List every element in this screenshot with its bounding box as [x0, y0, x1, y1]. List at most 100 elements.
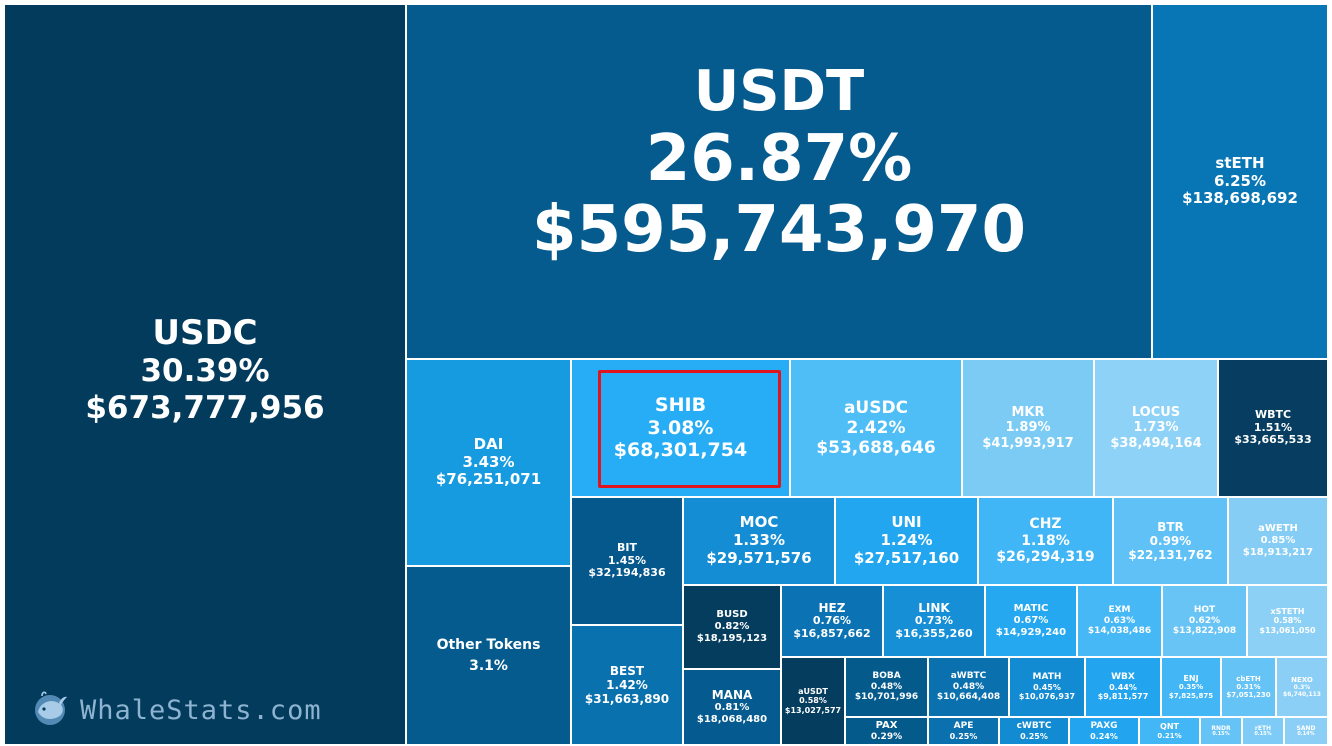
treemap-cell-boba: BOBA 0.48% $10,701,996 — [844, 656, 929, 718]
treemap-cell-xsteth: xSTETH 0.58% $13,061,050 — [1246, 584, 1329, 658]
cell-name-cbeth: cbETH — [1236, 674, 1261, 683]
treemap-cell-bit: BIT 1.45% $32,194,836 — [570, 496, 684, 626]
treemap-cell-pax: PAX 0.29% — [844, 716, 929, 746]
treemap-cell-locus: LOCUS 1.73% $38,494,164 — [1093, 358, 1219, 498]
cell-pct-best: 1.42% — [606, 677, 648, 692]
treemap-cell-reth: rETH 0.15% — [1241, 716, 1285, 746]
treemap-cell-hot: HOT 0.62% $13,822,908 — [1161, 584, 1248, 658]
cell-pct-dai: 3.43% — [462, 452, 515, 471]
cell-name-ausdc: aUSDC — [843, 397, 909, 418]
treemap-cell-qnt: QNT 0.21% — [1138, 716, 1201, 746]
treemap-cell-math: MATH 0.45% $10,076,937 — [1008, 656, 1086, 718]
cell-pct-boba: 0.48% — [870, 681, 903, 692]
cell-pct-cbeth: 0.31% — [1236, 682, 1261, 691]
cell-pct-link: 0.73% — [914, 614, 954, 628]
treemap-cell-aweth: aWETH 0.85% $18,913,217 — [1227, 496, 1329, 586]
cell-name-hez: HEZ — [818, 600, 846, 615]
cell-value-uni: $27,517,160 — [853, 548, 960, 567]
cell-pct-awbtc: 0.48% — [952, 681, 985, 692]
cell-name-locus: LOCUS — [1131, 405, 1181, 420]
treemap-cell-chz: CHZ 1.18% $26,294,319 — [977, 496, 1114, 586]
treemap-cell-moc: MOC 1.33% $29,571,576 — [682, 496, 836, 586]
cell-pct-uni: 1.24% — [880, 531, 933, 550]
cell-value-exm: $14,038,486 — [1087, 626, 1152, 637]
cell-pct-other-tokens: 3.1% — [469, 657, 508, 674]
treemap-cell-matic: MATIC 0.67% $14,929,240 — [984, 584, 1078, 658]
cell-name-btr: BTR — [1157, 519, 1184, 534]
cell-value-nexo: $6,740,113 — [1283, 691, 1321, 699]
cell-name-other-tokens: Other Tokens — [436, 637, 541, 654]
treemap-cell-shib: SHIB 3.08% $68,301,754 — [570, 358, 791, 498]
treemap-cell-rndr: RNDR 0.15% — [1199, 716, 1243, 746]
cell-name-matic: MATIC — [1013, 603, 1049, 615]
cell-name-wbtc: WBTC — [1254, 407, 1292, 421]
cell-name-xsteth: xSTETH — [1270, 606, 1305, 616]
cell-pct-mkr: 1.89% — [1005, 420, 1051, 436]
cell-name-moc: MOC — [739, 513, 779, 532]
cell-pct-exm: 0.63% — [1103, 615, 1136, 626]
cell-value-ausdt: $13,027,577 — [784, 705, 842, 715]
cell-name-aweth: aWETH — [1258, 523, 1298, 535]
cell-value-usdc: $673,777,956 — [85, 389, 325, 426]
cell-name-math: MATH — [1032, 672, 1062, 683]
cell-name-boba: BOBA — [872, 671, 901, 682]
treemap-cell-dai: DAI 3.43% $76,251,071 — [405, 358, 572, 567]
cell-pct-wbtc: 1.51% — [1253, 420, 1293, 434]
cell-name-steth: stETH — [1215, 153, 1265, 172]
cell-name-busd: BUSD — [716, 609, 748, 621]
cell-pct-sand: 0.14% — [1297, 730, 1315, 737]
cell-name-wbx: WBX — [1111, 672, 1135, 683]
cell-name-cwbtc: cWBTC — [1016, 720, 1052, 731]
treemap-cell-link: LINK 0.73% $16,355,260 — [882, 584, 986, 658]
treemap-cell-busd: BUSD 0.82% $18,195,123 — [682, 584, 782, 670]
cell-value-xsteth: $13,061,050 — [1259, 625, 1316, 635]
cell-pct-matic: 0.67% — [1013, 615, 1049, 627]
cell-value-shib: $68,301,754 — [613, 439, 748, 462]
cell-name-ausdt: aUSDT — [798, 686, 828, 696]
cell-name-nexo: NEXO — [1291, 675, 1313, 684]
treemap-cell-usdc: USDC 30.39% $673,777,956 — [3, 3, 407, 746]
cell-pct-moc: 1.33% — [732, 531, 786, 550]
cell-value-mkr: $41,993,917 — [982, 435, 1074, 451]
cell-pct-aweth: 0.85% — [1260, 535, 1296, 547]
cell-pct-btr: 0.99% — [1149, 533, 1192, 548]
treemap-cell-mkr: MKR 1.89% $41,993,917 — [961, 358, 1095, 498]
cell-name-qnt: QNT — [1160, 722, 1179, 732]
cell-value-bit: $32,194,836 — [588, 566, 666, 580]
cell-value-steth: $138,698,692 — [1182, 189, 1298, 208]
cell-pct-locus: 1.73% — [1133, 420, 1179, 436]
treemap-cell-best: BEST 1.42% $31,663,890 — [570, 624, 684, 746]
cell-value-hot: $13,822,908 — [1172, 626, 1237, 637]
treemap-cell-hez: HEZ 0.76% $16,857,662 — [780, 584, 884, 658]
cell-name-mana: MANA — [711, 688, 753, 703]
cell-pct-paxg: 0.24% — [1090, 731, 1118, 741]
cell-pct-rndr: 0.15% — [1212, 730, 1230, 737]
cell-name-link: LINK — [918, 600, 950, 615]
cell-pct-hez: 0.76% — [812, 614, 852, 628]
treemap-cell-btr: BTR 0.99% $22,131,762 — [1112, 496, 1229, 586]
cell-pct-chz: 1.18% — [1021, 532, 1070, 549]
cell-value-dai: $76,251,071 — [435, 470, 542, 489]
treemap-cell-awbtc: aWBTC 0.48% $10,664,408 — [927, 656, 1010, 718]
cell-name-awbtc: aWBTC — [950, 671, 987, 682]
treemap-cell-usdt: USDT 26.87% $595,743,970 — [405, 3, 1153, 360]
cell-name-enj: ENJ — [1183, 674, 1199, 684]
treemap-cell-other-tokens: Other Tokens 3.1% — [405, 565, 572, 746]
cell-name-paxg: PAXG — [1090, 720, 1118, 731]
cell-name-usdt: USDT — [693, 59, 865, 124]
treemap-cell-cwbtc: cWBTC 0.25% — [998, 716, 1070, 746]
treemap-cell-exm: EXM 0.63% $14,038,486 — [1076, 584, 1163, 658]
cell-name-ape: APE — [953, 720, 974, 731]
brand-name: WhaleStats.com — [80, 694, 322, 726]
cell-name-bit: BIT — [617, 540, 637, 554]
cell-pct-shib: 3.08% — [647, 416, 714, 439]
cell-value-ausdc: $53,688,646 — [816, 438, 936, 459]
cell-value-awbtc: $10,664,408 — [936, 692, 1001, 703]
cell-name-chz: CHZ — [1029, 516, 1062, 533]
cell-pct-enj: 0.35% — [1178, 683, 1204, 692]
cell-pct-ausdt: 0.58% — [799, 696, 827, 706]
cell-name-rndr: RNDR — [1211, 724, 1231, 732]
treemap-cell-enj: ENJ 0.35% $7,825,875 — [1160, 656, 1222, 718]
treemap-cell-nexo: NEXO 0.3% $6,740,113 — [1275, 656, 1329, 718]
